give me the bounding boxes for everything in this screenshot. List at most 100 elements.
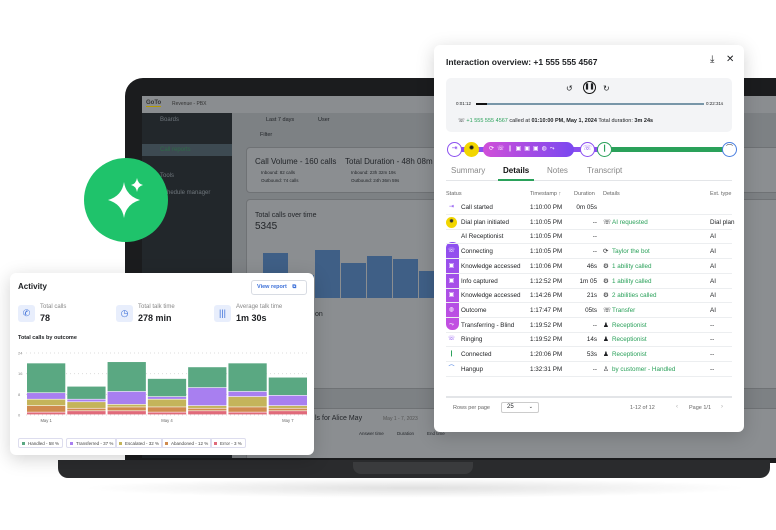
timeline-connected-segment xyxy=(604,147,728,152)
tab-notes[interactable]: Notes xyxy=(547,166,568,175)
table-row[interactable]: ❙ Connected 1:20:06 PM 53s ♟ Receptionist… xyxy=(446,347,732,362)
bar-segment xyxy=(188,408,227,411)
calls-over-time-value: 5345 xyxy=(255,221,278,232)
view-report-button[interactable]: View report ⧉ xyxy=(251,280,307,295)
row-ext-type: AI xyxy=(710,306,716,314)
table-row[interactable]: ☏ Connecting 1:10:05 PM -- ⟳ Taylor the b… xyxy=(446,244,732,260)
row-details[interactable]: Receptionist xyxy=(612,351,647,358)
row-details[interactable]: 1 ability called xyxy=(612,262,652,270)
alice-date[interactable]: May 1 - 7, 2023 xyxy=(383,416,418,422)
bar-segment xyxy=(27,405,66,412)
bar-segment xyxy=(147,407,187,412)
row-details[interactable]: 2 abilities called xyxy=(612,292,657,300)
table-row[interactable]: ⤳ Transferring - Blind 1:19:52 PM -- ♟ Re… xyxy=(446,318,732,333)
pause-button[interactable]: ❚❚ xyxy=(583,81,596,94)
detail-icon: ⚙ xyxy=(603,292,609,300)
kpi-label: Total talk time xyxy=(138,304,175,310)
detail-icon: ♟ xyxy=(603,321,609,329)
row-details[interactable]: Transfer xyxy=(612,306,636,314)
total-duration-value: 3m 24s xyxy=(634,118,654,124)
detail-icon: ⚙ xyxy=(603,262,609,270)
hangup-icon: ⌒ xyxy=(448,365,455,372)
sidebar-item-schedule-manager[interactable]: Schedule manager xyxy=(160,190,211,196)
bar-segment xyxy=(27,412,66,415)
table-row[interactable]: ✹ Dial plan initiated 1:10:05 PM -- ☏ AI … xyxy=(446,215,735,230)
row-ext-type: AI xyxy=(710,248,716,256)
bar-segment xyxy=(268,395,307,406)
row-timestamp: 1:10:05 PM xyxy=(530,218,563,226)
download-icon[interactable]: ⤓ xyxy=(710,54,715,65)
tab-transcript[interactable]: Transcript xyxy=(587,166,623,175)
col-duration[interactable]: Duration xyxy=(574,191,595,197)
table-row[interactable]: ⟳ AI Receptionist 1:10:05 PM -- AI xyxy=(446,229,732,245)
legend-item[interactable]: Escalated - 32 % xyxy=(115,438,164,448)
row-duration: 1m 05 xyxy=(579,277,597,285)
kpi-value: 78 xyxy=(40,313,51,323)
seek-bar[interactable] xyxy=(476,103,704,105)
tab-summary[interactable]: Summary xyxy=(451,166,486,175)
row-duration: 46s xyxy=(586,262,597,270)
forward-10-icon[interactable]: ↻ xyxy=(603,84,610,93)
legend-item[interactable]: Error - 3 % xyxy=(210,438,246,448)
legend-item[interactable]: Abandoned - 12 % xyxy=(161,438,213,448)
row-details[interactable]: Taylor the bot xyxy=(612,248,650,256)
table-row[interactable]: ◍ Outcome 1:17:47 PM 05ts ☏ Transfer AI xyxy=(446,303,732,318)
account-selector[interactable]: Revenue - PBX xyxy=(172,101,207,107)
row-duration: 14s xyxy=(586,336,597,344)
timeline-hangup-icon[interactable]: ⌒ xyxy=(722,142,737,157)
date-filter[interactable]: Last 7 days xyxy=(266,117,295,123)
sidebar-item-boards[interactable]: Boards xyxy=(160,117,180,123)
chevron-down-icon: ⌄ xyxy=(528,404,533,410)
background-bar xyxy=(315,250,340,298)
col-status[interactable]: Status xyxy=(446,191,462,197)
table-row[interactable]: ⌒ Hangup 1:32:31 PM -- ♙ by customer - Ha… xyxy=(446,362,732,377)
row-duration: -- xyxy=(592,233,597,241)
total-duration-label: Total duration: xyxy=(598,118,633,124)
col-ext-type[interactable]: Ext. type xyxy=(710,191,732,197)
col-timestamp[interactable]: Timestamp ↑ xyxy=(530,191,562,197)
bar-segment xyxy=(67,411,106,415)
table-row[interactable]: ▣ Knowledge accessed 1:14:26 PM 21s ⚙ 2 a… xyxy=(446,288,732,304)
bar-segment xyxy=(67,399,106,402)
call-started-icon: ⇥ xyxy=(448,204,455,210)
user-filter[interactable]: User xyxy=(318,117,330,123)
tab-details[interactable]: Details xyxy=(503,166,530,175)
sidebar-item-call-reports[interactable]: Call reports xyxy=(160,147,191,153)
legend-item[interactable]: Transferred - 37 % xyxy=(66,438,118,448)
prev-page-icon[interactable]: ‹ xyxy=(676,404,678,410)
row-details[interactable]: AI requested xyxy=(612,218,648,226)
caller-number[interactable]: +1 555 555 4567 xyxy=(466,118,508,124)
sidebar-item-tools[interactable]: Tools xyxy=(160,173,175,179)
row-details[interactable]: by customer - Handled xyxy=(612,365,676,373)
table-row[interactable]: ☏ Ringing 1:19:52 PM 14s ♟ Receptionist -… xyxy=(446,332,732,348)
timeline-call-started-icon[interactable]: ⇥ xyxy=(447,142,462,157)
ai-segment-pill[interactable]: ⟳☏❙▣▣▣◍⤳ xyxy=(483,142,574,157)
detail-icon: ⟳ xyxy=(603,248,609,256)
timeline-ringing-icon[interactable]: ☏ xyxy=(580,142,595,157)
row-details[interactable]: Receptionist xyxy=(612,336,647,344)
call-time: 01:10:00 PM, xyxy=(531,118,565,124)
row-timestamp: 1:17:47 PM xyxy=(530,306,563,314)
row-details[interactable]: Receptionist xyxy=(612,321,647,329)
laptop-base xyxy=(58,460,770,478)
col-details[interactable]: Details xyxy=(603,191,620,197)
kpi-value: 278 min xyxy=(138,313,172,323)
rewind-10-icon[interactable]: ↺ xyxy=(566,84,573,93)
legend-item[interactable]: Handled - 58 % xyxy=(18,438,64,448)
row-timestamp: 1:19:52 PM xyxy=(530,336,563,344)
timeline-dial-plan-icon[interactable]: ✹ xyxy=(464,142,479,157)
y-tick-label: 24 xyxy=(18,351,23,356)
row-details[interactable]: 1 ability called xyxy=(612,277,652,285)
next-page-icon[interactable]: › xyxy=(721,404,723,410)
close-icon[interactable]: ✕ xyxy=(726,54,735,65)
add-filter-button[interactable]: Filter xyxy=(260,132,273,138)
rows-per-page-select[interactable]: 25 ⌄ xyxy=(501,402,539,413)
y-tick-label: 0 xyxy=(18,413,21,418)
tabs-divider xyxy=(446,180,732,181)
timeline-connected-icon[interactable]: ❙ xyxy=(597,142,612,157)
table-row[interactable]: ⇥ Call started 1:10:00 PM 0m 05s xyxy=(446,200,732,215)
row-status: Knowledge accessed xyxy=(461,262,521,270)
table-row[interactable]: ▣ Info captured 1:12:52 PM 1m 05 ⚙ 1 abil… xyxy=(446,274,732,289)
table-row[interactable]: ▣ Knowledge accessed 1:10:06 PM 46s ⚙ 1 a… xyxy=(446,259,732,274)
audio-player: ↺ ❚❚ ↻ 0:01:12 0:22:31s ☏ +1 555 555 456… xyxy=(446,78,732,132)
